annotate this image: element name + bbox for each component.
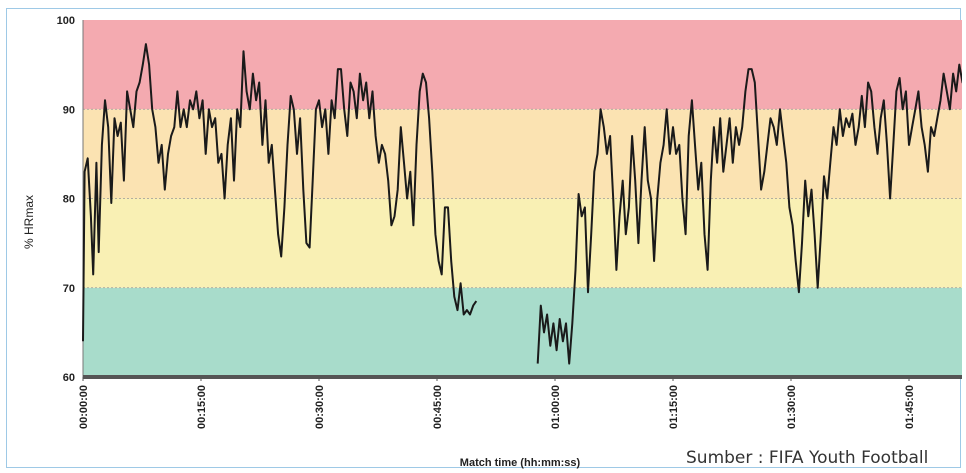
- x-tick-label: 00:30:00: [314, 385, 326, 429]
- y-tick-label: 90: [63, 104, 75, 116]
- x-tick-label: 00:15:00: [196, 385, 208, 429]
- heart-rate-chart: 60 70 80 90 100 00:00:00 00:15:00 00:30:00 00:4…: [7, 9, 962, 469]
- x-tick-label: 01:15:00: [668, 385, 680, 429]
- zone-band-1: [83, 199, 962, 288]
- chart-frame: 60 70 80 90 100 00:00:00 00:15:00 00:30:00 00:4…: [6, 8, 961, 468]
- y-tick-label: 70: [63, 283, 75, 295]
- zone-band-0: [83, 288, 962, 377]
- x-tick-label: 01:45:00: [904, 385, 916, 429]
- y-tick-label: 60: [63, 372, 75, 384]
- x-tick-label: 00:00:00: [78, 385, 90, 429]
- x-tick-label: 00:45:00: [432, 385, 444, 429]
- x-tick-label: 01:00:00: [550, 385, 562, 429]
- y-tick-label: 80: [63, 194, 75, 206]
- zone-band-3: [83, 20, 962, 109]
- x-tick-label: 01:30:00: [786, 385, 798, 429]
- y-tick-label: 100: [57, 15, 75, 27]
- y-axis-label: % HRmax: [22, 195, 36, 249]
- x-axis-label: Match time (hh:mm:ss): [460, 457, 581, 469]
- source-note: Sumber : FIFA Youth Football: [686, 448, 928, 468]
